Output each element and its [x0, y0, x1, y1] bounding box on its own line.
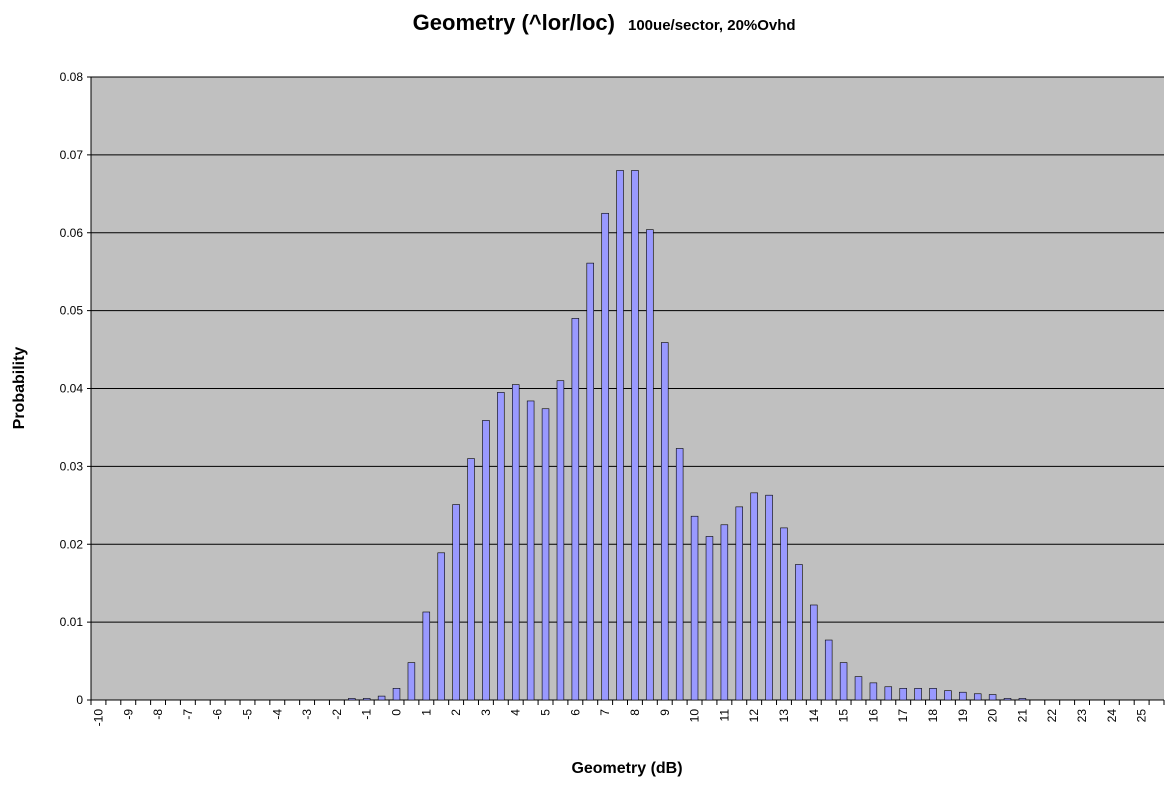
bar [526, 400, 535, 701]
bar [512, 384, 520, 701]
y-tick-label: 0.04 [60, 382, 84, 396]
x-tick-label: 12 [747, 709, 761, 723]
bar [959, 691, 967, 701]
x-tick-label: 19 [956, 709, 970, 723]
bar [854, 676, 863, 701]
bar [452, 504, 460, 701]
chart-subtitle: 100ue/sector, 20%Ovhd [628, 17, 796, 34]
x-tick-label: 22 [1045, 709, 1059, 723]
bar [407, 662, 416, 701]
bar [899, 688, 907, 701]
bar [571, 318, 580, 701]
y-tick-label: 0.07 [60, 148, 84, 162]
bar [780, 527, 788, 701]
x-tick-label: -3 [300, 709, 314, 720]
bar [914, 688, 922, 701]
x-tick-label: 16 [866, 709, 880, 723]
x-tick-label: -4 [270, 709, 284, 720]
bar [1003, 698, 1012, 701]
x-tick-label: 7 [598, 709, 612, 716]
x-axis-label: Geometry (dB) [571, 760, 682, 777]
bar [824, 639, 833, 701]
bar [869, 682, 878, 701]
bar [705, 536, 714, 701]
y-tick-label: 0.06 [60, 226, 84, 240]
bar [392, 688, 401, 701]
bar [601, 212, 609, 701]
x-tick-label: -5 [240, 709, 254, 720]
bar [884, 686, 893, 701]
x-tick-label: 2 [449, 709, 463, 716]
bar [422, 611, 431, 701]
x-tick-label: -1 [360, 709, 374, 720]
x-tick-label: 14 [807, 709, 821, 723]
x-tick-label: 9 [658, 709, 672, 716]
bar [661, 342, 669, 701]
bar [1018, 698, 1027, 701]
x-tick-label: 25 [1135, 709, 1149, 723]
x-tick-label: 24 [1105, 709, 1119, 723]
x-tick-label: 6 [568, 709, 582, 716]
bar [646, 229, 654, 701]
bar [929, 688, 937, 701]
bar [750, 492, 758, 701]
x-tick-label: 10 [688, 709, 702, 723]
y-tick-label: 0 [76, 693, 83, 707]
x-tick-label: -7 [181, 709, 195, 720]
x-tick-label: 18 [926, 709, 940, 723]
x-tick-label: 23 [1075, 709, 1089, 723]
bar [541, 408, 550, 701]
bar [810, 604, 818, 701]
x-tick-label: -6 [211, 709, 225, 720]
y-tick-label: 0.02 [60, 537, 84, 551]
chart-title: Geometry (^lor/loc) [413, 10, 615, 35]
bar [690, 515, 699, 701]
bar [720, 524, 729, 701]
x-tick-label: 20 [986, 709, 1000, 723]
bar [631, 170, 639, 701]
x-tick-label: -9 [121, 709, 135, 720]
x-tick-label: 15 [837, 709, 851, 723]
bar [482, 420, 490, 701]
x-tick-label: -8 [151, 709, 165, 720]
x-tick-label: 21 [1015, 709, 1029, 723]
bar [586, 262, 594, 701]
bar [497, 392, 505, 701]
bar [765, 494, 773, 701]
x-tick-label: 0 [390, 709, 404, 716]
bar [675, 448, 684, 701]
x-tick-label: 13 [777, 709, 791, 723]
bar [616, 170, 624, 701]
x-tick-label: 3 [479, 709, 493, 716]
y-tick-label: 0.05 [60, 304, 84, 318]
bar [735, 506, 743, 701]
bar [556, 380, 565, 701]
bar [973, 693, 982, 701]
y-axis-label: Probability [11, 347, 28, 430]
bar [839, 662, 848, 701]
bar [348, 698, 356, 701]
bar [362, 698, 371, 701]
x-tick-label: 5 [539, 709, 553, 716]
x-tick-label: 8 [628, 709, 642, 716]
x-tick-label: -2 [330, 709, 344, 720]
x-tick-label: -10 [91, 709, 105, 727]
x-tick-label: 1 [419, 709, 433, 716]
x-tick-label: 4 [509, 709, 523, 716]
bar [795, 564, 803, 701]
bar [467, 458, 475, 701]
bar [988, 694, 997, 701]
x-tick-label: 11 [717, 709, 731, 722]
y-tick-label: 0.03 [60, 459, 84, 473]
bar [377, 695, 386, 701]
bar [944, 690, 952, 701]
bar [437, 552, 445, 701]
x-tick-label: 17 [896, 709, 910, 723]
y-tick-label: 0.08 [60, 70, 84, 84]
y-tick-label: 0.01 [60, 615, 84, 629]
